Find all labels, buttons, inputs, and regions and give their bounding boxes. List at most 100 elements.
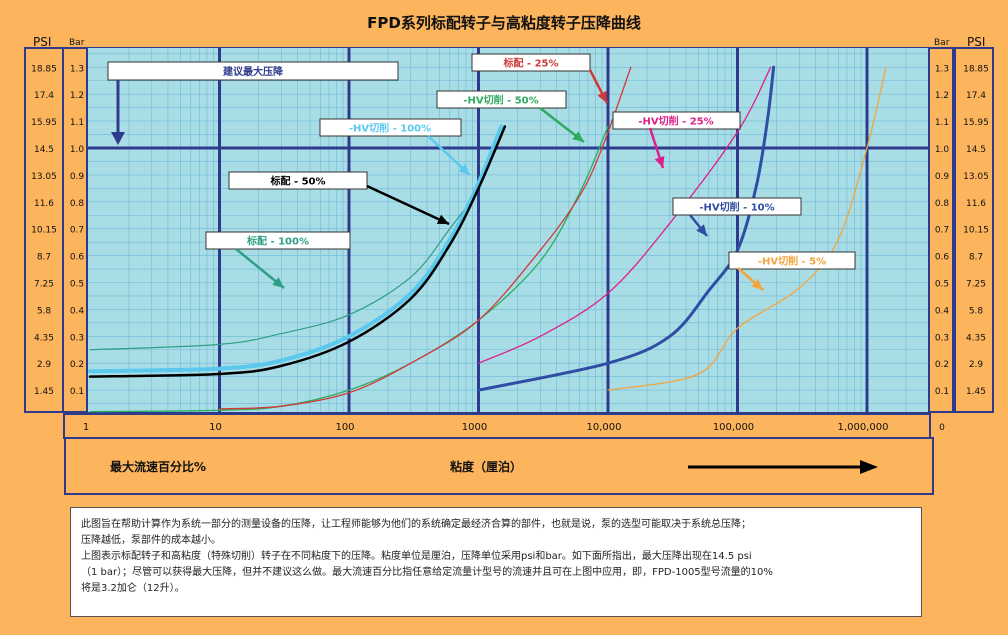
psi-right-unit: PSI xyxy=(967,35,986,49)
annotation-box xyxy=(205,231,351,250)
psi-tick-label-left: 10.15 xyxy=(31,226,57,236)
bar-tick-label-left: 1.2 xyxy=(70,91,84,101)
x-tick-label: 100 xyxy=(335,422,354,433)
annotation-arrowhead xyxy=(597,90,607,103)
annotation-label: -HV切削 - 25% xyxy=(638,115,713,128)
annotation-arrowhead xyxy=(696,224,707,236)
pressure-drop-chart: 1.3 1.3 18.85 18.85 1.2 1.2 17.4 17.4 1.1 1.1 15.9… xyxy=(24,47,994,439)
viscosity-arrow xyxy=(688,460,878,474)
bar-right-column xyxy=(928,47,954,413)
bar-tick-label-left: 0.1 xyxy=(70,387,84,397)
bar-tick-label-right: 0.7 xyxy=(935,226,949,236)
psi-tick-label-left: 1.45 xyxy=(34,387,54,397)
annotation-box xyxy=(319,118,462,137)
psi-tick-label-right: 1.45 xyxy=(966,387,986,397)
psi-tick-label-left: 2.9 xyxy=(37,360,52,370)
annotation-label: 标配 - 25% xyxy=(502,57,558,70)
psi-tick-label-left: 8.7 xyxy=(37,253,51,263)
annotation-arrowhead xyxy=(751,279,763,290)
annotation-box xyxy=(228,171,368,190)
bar-tick-label-left: 0.9 xyxy=(70,172,85,182)
x-tick-label: 100,000 xyxy=(713,422,754,433)
annotation-box xyxy=(436,90,567,109)
bar-tick-label-left: 0.7 xyxy=(70,226,84,236)
psi-left-column xyxy=(24,47,64,413)
psi-tick-label-right: 10.15 xyxy=(963,226,989,236)
bar-tick-label-right: 0.2 xyxy=(935,360,949,370)
bar-tick-label-left: 1.3 xyxy=(70,64,84,74)
annotation-box xyxy=(728,251,856,270)
psi-tick-label-right: 4.35 xyxy=(966,333,986,343)
annotation-label: -HV切削 - 100% xyxy=(349,122,431,135)
series-line xyxy=(88,125,507,378)
max-pressure-arrowhead xyxy=(111,132,125,145)
psi-tick-label-left: 15.95 xyxy=(31,118,57,128)
annotation-box xyxy=(612,111,741,130)
bar-tick-label-left: 0.6 xyxy=(70,253,85,263)
psi-tick-label-right: 18.85 xyxy=(963,64,989,74)
psi-tick-label-left: 4.35 xyxy=(34,333,54,343)
bar-tick-label-right: 0.9 xyxy=(935,172,950,182)
psi-tick-label-right: 13.05 xyxy=(963,172,989,182)
psi-tick-label-right: 7.25 xyxy=(966,280,986,290)
bar-tick-label-left: 1.0 xyxy=(70,145,85,155)
description-panel: 此图旨在帮助计算作为系统一部分的测量设备的压降，让工程师能够为他们的系统确定最经… xyxy=(70,507,922,617)
psi-tick-label-left: 13.05 xyxy=(31,172,57,182)
series-line xyxy=(607,66,887,391)
description-line: 将是3.2加仑（12升）。 xyxy=(81,583,185,594)
psi-tick-label-right: 11.6 xyxy=(966,199,986,209)
bar-tick-label-right: 0.3 xyxy=(935,333,949,343)
bar-right-unit: Bar xyxy=(934,38,950,48)
psi-tick-label-right: 8.7 xyxy=(969,253,983,263)
annotation-arrow xyxy=(366,184,450,226)
annotation-label: 标配 - 50% xyxy=(269,175,325,188)
bar-left-column xyxy=(62,47,88,413)
annotation-arrowhead xyxy=(436,214,449,224)
x-axis-strip xyxy=(63,413,931,439)
bar-tick-label-right: 0.8 xyxy=(935,199,950,209)
bar-tick-label-right: 0.5 xyxy=(935,280,949,290)
x-tick-label: 10,000 xyxy=(587,422,622,433)
series-line xyxy=(218,66,632,410)
psi-tick-label-right: 17.4 xyxy=(966,91,986,101)
annotation-label: -HV切削 - 10% xyxy=(699,201,774,214)
bar-tick-label-left: 0.4 xyxy=(70,306,85,316)
bar-tick-label-right: 0.4 xyxy=(935,306,950,316)
chart-title: FPD系列标配转子与高粘度转子压降曲线 xyxy=(367,14,641,32)
bar-tick-label-left: 0.8 xyxy=(70,199,85,209)
psi-tick-label-left: 17.4 xyxy=(34,91,54,101)
annotation-label: -HV切削 - 50% xyxy=(463,94,538,107)
bar-tick-label-right: 1.3 xyxy=(935,64,949,74)
bar-tick-label-left: 0.3 xyxy=(70,333,84,343)
x-tick-label: 1,000,000 xyxy=(838,422,889,433)
description-line: 此图旨在帮助计算作为系统一部分的测量设备的压降，让工程师能够为他们的系统确定最经… xyxy=(81,519,751,530)
psi-tick-label-right: 14.5 xyxy=(966,145,986,155)
annotation-arrowhead xyxy=(572,131,584,142)
bar-tick-label-right: 1.2 xyxy=(935,91,949,101)
psi-tick-label-left: 5.8 xyxy=(37,306,52,316)
psi-tick-label-left: 14.5 xyxy=(34,145,54,155)
annotation-arrowhead xyxy=(654,156,665,168)
series-line xyxy=(477,65,776,392)
annotation-box xyxy=(672,197,802,216)
description-line: 上图表示标配转子和高粘度（特殊切削）转子在不同粘度下的压降。粘度单位是厘泊，压降… xyxy=(81,551,752,562)
description-line: （1 bar）；尽管可以获得最大压降，但并不建议这么做。最大流速百分比指任意给定… xyxy=(81,567,773,578)
psi-left-unit: PSI xyxy=(33,35,52,49)
annotation-label: -HV切削 - 5% xyxy=(758,255,826,268)
x-tick-label: 1000 xyxy=(462,422,487,433)
annotation-arrowhead xyxy=(272,277,284,288)
series-line xyxy=(88,124,504,374)
x-tick-label: 10 xyxy=(209,422,222,433)
bar-tick-label-right: 1.1 xyxy=(935,118,949,128)
psi-tick-label-left: 18.85 xyxy=(31,64,57,74)
bar-tick-label-left: 0.5 xyxy=(70,280,84,290)
axis-footer-box: 最大流速百分比% 粘度（厘泊） xyxy=(64,437,934,495)
bar-tick-label-right: 0.6 xyxy=(935,253,950,263)
annotation-arrowhead xyxy=(458,163,470,175)
bar-tick-label-right: 1.0 xyxy=(935,145,950,155)
psi-tick-label-left: 7.25 xyxy=(34,280,54,290)
psi-right-column xyxy=(954,47,994,413)
max-pressure-label: 建议最大压降 xyxy=(222,65,284,78)
bar-left-unit: Bar xyxy=(69,38,85,48)
psi-tick-label-right: 2.9 xyxy=(969,360,984,370)
